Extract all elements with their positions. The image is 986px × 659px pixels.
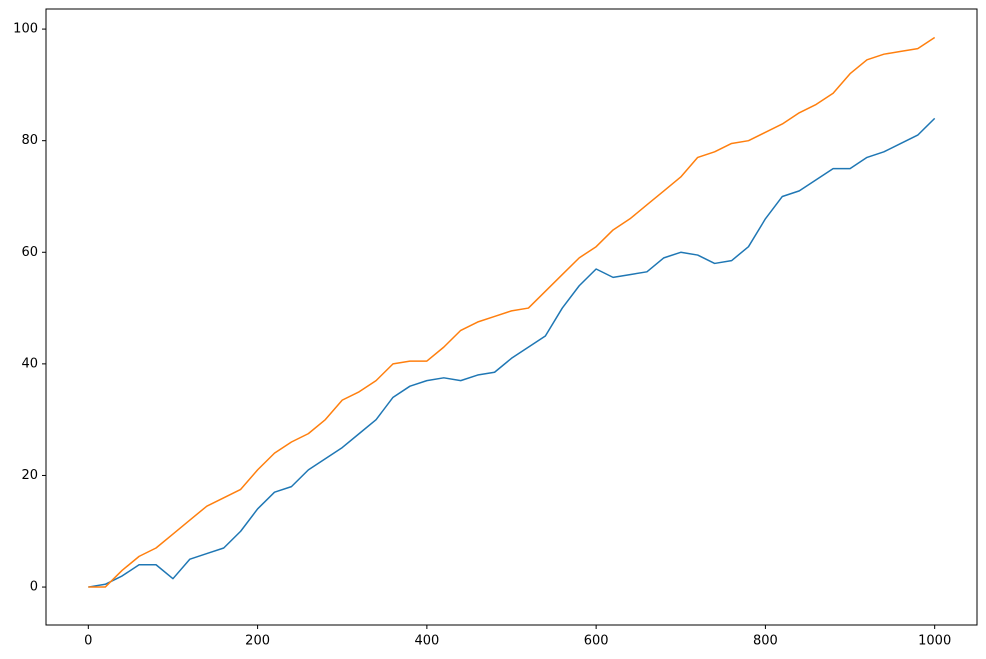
x-tick-label: 0 <box>84 634 92 649</box>
axes-frame <box>45 8 978 626</box>
y-tick-label: 100 <box>13 22 38 37</box>
line-series <box>88 117 936 588</box>
x-tick-label: 800 <box>753 634 778 649</box>
x-tick-label: 400 <box>414 634 439 649</box>
x-tick-label: 600 <box>584 634 609 649</box>
y-tick-label: 0 <box>30 580 38 595</box>
x-tick-label: 1000 <box>918 634 951 649</box>
x-tick-label: 200 <box>245 634 270 649</box>
line-series <box>88 36 936 588</box>
y-tick-label: 80 <box>21 133 38 148</box>
y-tick-label: 40 <box>21 356 38 371</box>
y-tick-label: 60 <box>21 245 38 260</box>
y-tick-label: 20 <box>21 468 38 483</box>
